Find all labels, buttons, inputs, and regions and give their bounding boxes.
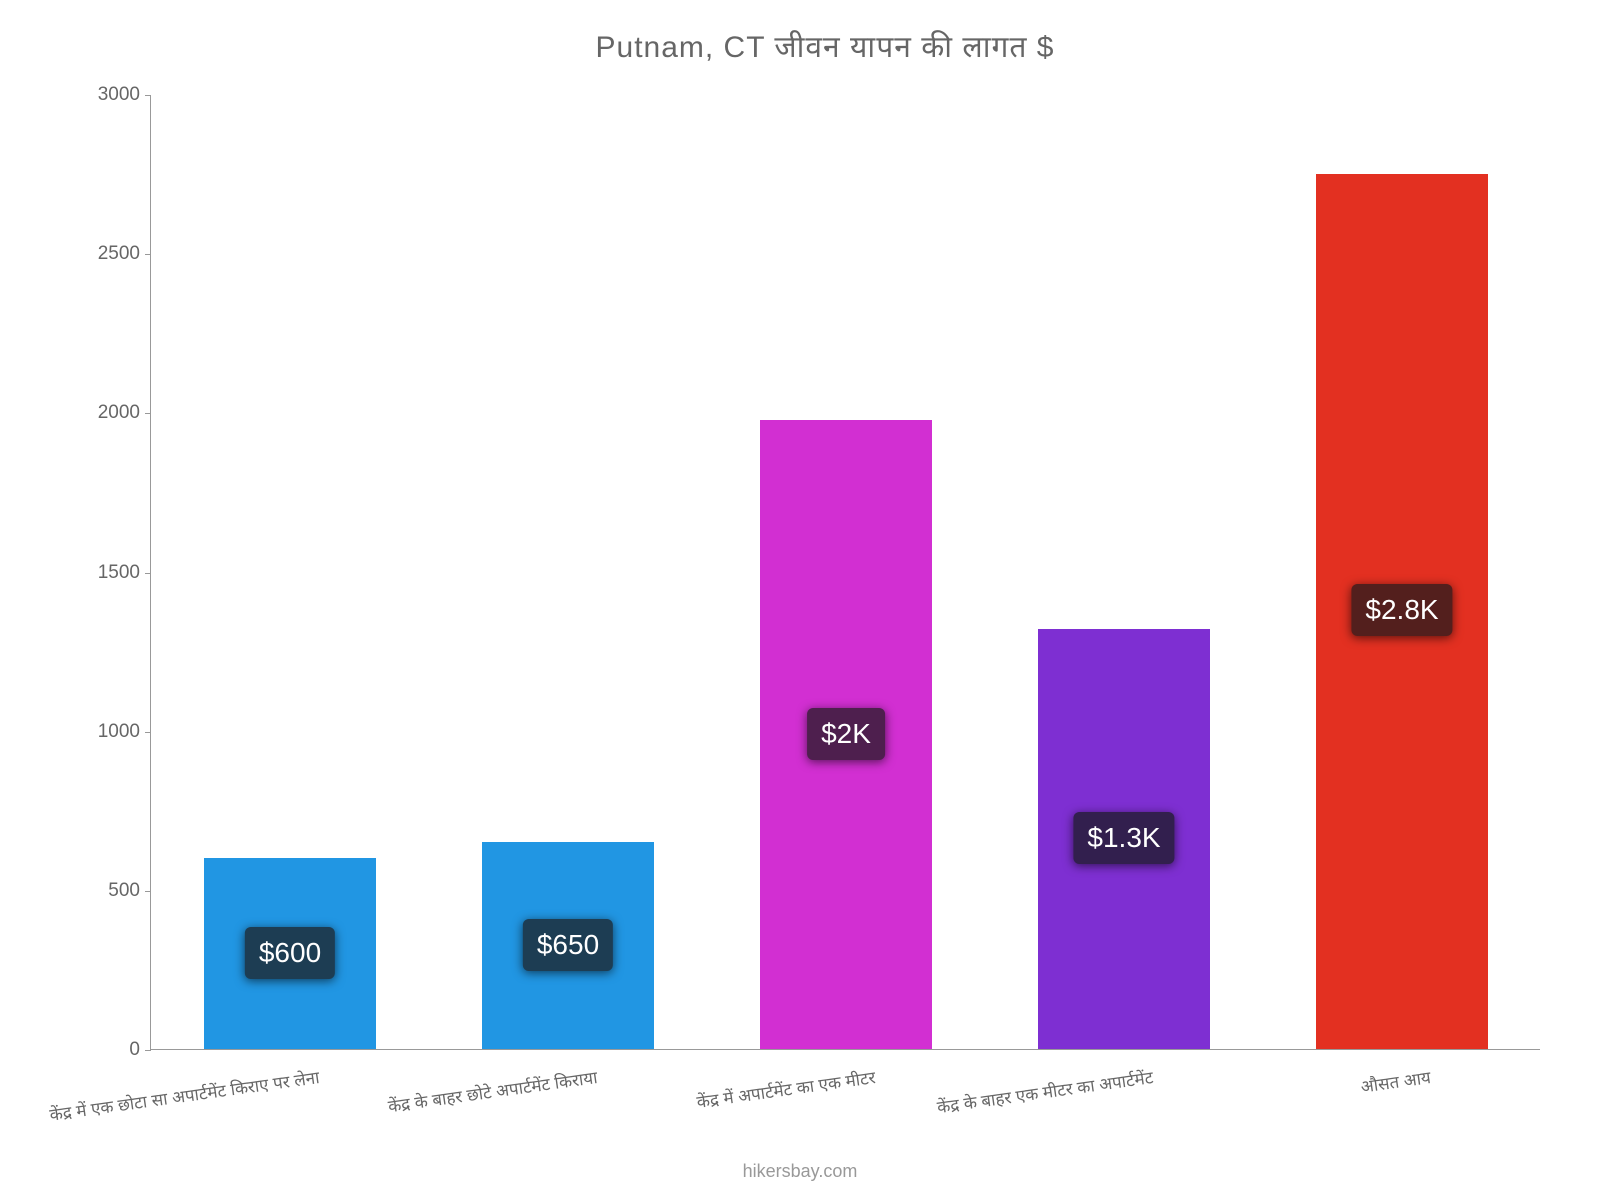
x-category-label: केंद्र में एक छोटा सा अपार्टमेंट किराए प… [48, 1065, 321, 1126]
y-tick-mark [145, 413, 151, 414]
bar-value-label: $2.8K [1351, 584, 1452, 636]
y-tick-label: 1500 [80, 562, 140, 584]
y-tick-label: 0 [80, 1039, 140, 1061]
y-tick-mark [145, 732, 151, 733]
y-tick-mark [145, 891, 151, 892]
plot-area: 050010001500200025003000$600केंद्र में ए… [150, 95, 1540, 1050]
y-tick-mark [145, 573, 151, 574]
x-category-label: औसत आय [1360, 1065, 1433, 1098]
cost-of-living-chart: Putnam, CT जीवन यापन की लागत $ 050010001… [90, 20, 1560, 1100]
bar-value-label: $1.3K [1073, 812, 1174, 864]
y-tick-label: 1000 [80, 721, 140, 743]
y-tick-mark [145, 95, 151, 96]
bar-value-label: $600 [245, 927, 335, 979]
y-tick-label: 3000 [80, 84, 140, 106]
y-tick-mark [145, 254, 151, 255]
y-tick-label: 500 [80, 880, 140, 902]
y-tick-label: 2500 [80, 243, 140, 265]
bar-value-label: $2K [807, 708, 885, 760]
x-category-label: केंद्र के बाहर एक मीटर का अपार्टमेंट [936, 1065, 1155, 1118]
chart-title: Putnam, CT जीवन यापन की लागत $ [90, 25, 1560, 66]
x-category-label: केंद्र में अपार्टमेंट का एक मीटर [695, 1065, 877, 1113]
bar-value-label: $650 [523, 919, 613, 971]
y-tick-mark [145, 1050, 151, 1051]
x-category-label: केंद्र के बाहर छोटे अपार्टमेंट किराया [386, 1065, 598, 1117]
attribution-text: hikersbay.com [743, 1161, 858, 1182]
y-tick-label: 2000 [80, 402, 140, 424]
